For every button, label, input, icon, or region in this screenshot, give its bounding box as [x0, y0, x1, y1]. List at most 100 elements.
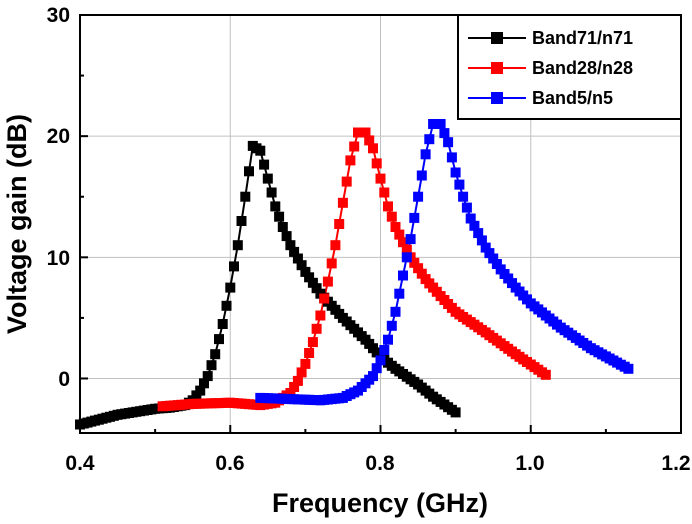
y-tick-label: 0 — [58, 368, 70, 391]
data-point-band5-n5 — [450, 167, 461, 178]
data-point-band28-n28 — [409, 257, 420, 268]
data-point-band28-n28 — [296, 367, 307, 378]
data-point-band28-n28 — [311, 323, 322, 334]
data-point-band71-n71 — [296, 260, 307, 271]
data-point-band71-n71 — [281, 231, 292, 242]
legend-label-band5: Band5/n5 — [532, 88, 613, 108]
data-point-band5-n5 — [405, 234, 416, 245]
data-point-band28-n28 — [401, 244, 412, 255]
data-point-band71-n71 — [221, 300, 232, 311]
data-point-band71-n71 — [225, 282, 236, 293]
data-point-band28-n28 — [398, 237, 408, 248]
data-point-band5-n5 — [424, 134, 435, 145]
data-point-band71-n71 — [266, 187, 277, 198]
data-point-band5-n5 — [435, 119, 446, 129]
data-point-band5-n5 — [461, 202, 472, 213]
data-point-band5-n5 — [394, 288, 405, 299]
data-point-band28-n28 — [304, 348, 315, 358]
data-point-band5-n5 — [379, 345, 390, 355]
data-point-band28-n28 — [416, 268, 427, 279]
data-point-band71-n71 — [277, 222, 288, 232]
data-point-band28-n28 — [307, 337, 318, 348]
data-point-band5-n5 — [409, 212, 420, 223]
data-point-band5-n5 — [375, 355, 386, 366]
legend-label-band71: Band71/n71 — [532, 28, 633, 48]
data-point-band28-n28 — [300, 358, 311, 369]
data-point-band28-n28 — [368, 143, 378, 154]
legend-marker-band71 — [491, 32, 503, 44]
data-point-band5-n5 — [443, 137, 454, 148]
data-point-band28-n28 — [360, 127, 371, 138]
data-point-band5-n5 — [439, 128, 450, 139]
data-point-band71-n71 — [274, 211, 285, 222]
data-point-band28-n28 — [337, 197, 348, 208]
data-point-band71-n71 — [210, 349, 221, 360]
data-point-band5-n5 — [491, 259, 502, 269]
data-point-band71-n71 — [292, 253, 303, 264]
series-markers — [75, 119, 634, 430]
x-axis-title: Frequency (GHz) — [272, 488, 488, 518]
data-point-band28-n28 — [540, 369, 551, 380]
data-point-band71-n71 — [206, 360, 217, 371]
data-point-band5-n5 — [371, 363, 382, 374]
data-point-band71-n71 — [229, 261, 239, 272]
data-point-band28-n28 — [292, 375, 303, 386]
x-tick-label: 0.8 — [365, 452, 395, 475]
data-point-band71-n71 — [311, 283, 322, 294]
data-point-band5-n5 — [420, 149, 431, 160]
data-point-band5-n5 — [446, 152, 457, 163]
data-point-band5-n5 — [458, 191, 469, 202]
data-point-band5-n5 — [469, 220, 480, 231]
x-tick-label: 1.0 — [515, 452, 544, 475]
data-point-band71-n71 — [450, 407, 461, 418]
data-point-band5-n5 — [386, 320, 397, 331]
data-point-band28-n28 — [319, 293, 330, 304]
axis-ticks — [79, 14, 682, 433]
data-point-band28-n28 — [285, 388, 296, 398]
legend-label-band28: Band28/n28 — [532, 58, 633, 78]
data-point-band5-n5 — [480, 242, 491, 253]
data-point-band28-n28 — [379, 187, 390, 198]
data-point-band71-n71 — [232, 240, 243, 251]
data-point-band71-n71 — [262, 173, 273, 184]
data-point-band28-n28 — [334, 219, 345, 229]
data-point-band71-n71 — [202, 371, 213, 382]
x-tick-label: 0.6 — [215, 452, 244, 475]
data-point-band5-n5 — [398, 270, 408, 281]
series-line-band28-n28 — [162, 131, 547, 408]
y-tick-label: 10 — [47, 247, 70, 270]
legend-marker-band5 — [491, 92, 503, 104]
data-point-band28-n28 — [371, 158, 382, 169]
y-tick-label: 20 — [47, 125, 70, 148]
x-tick-label: 0.4 — [65, 452, 95, 475]
data-point-band5-n5 — [416, 170, 427, 181]
data-point-band5-n5 — [454, 179, 465, 190]
data-point-band28-n28 — [315, 310, 326, 321]
data-point-band5-n5 — [368, 371, 378, 382]
data-point-band71-n71 — [195, 385, 206, 396]
data-point-band28-n28 — [413, 263, 424, 274]
data-point-band28-n28 — [289, 382, 300, 392]
legend-marker-band28 — [491, 62, 503, 74]
data-point-band28-n28 — [394, 229, 405, 240]
data-point-band5-n5 — [465, 213, 476, 224]
data-point-band5-n5 — [390, 306, 401, 317]
data-point-band71-n71 — [270, 201, 281, 212]
data-point-band28-n28 — [326, 258, 337, 269]
data-point-band28-n28 — [390, 222, 401, 232]
data-point-band71-n71 — [304, 272, 315, 283]
data-point-band5-n5 — [488, 253, 499, 264]
data-point-band28-n28 — [375, 173, 386, 184]
series-line-band5-n5 — [260, 123, 629, 402]
data-point-band5-n5 — [401, 252, 412, 263]
data-point-band28-n28 — [349, 141, 360, 152]
data-point-band5-n5 — [623, 363, 634, 374]
data-point-band5-n5 — [476, 235, 487, 246]
data-point-band28-n28 — [330, 240, 341, 251]
data-point-band5-n5 — [413, 191, 424, 202]
data-point-band71-n71 — [199, 378, 209, 389]
data-point-band5-n5 — [383, 334, 393, 345]
data-point-band71-n71 — [285, 240, 296, 251]
y-tick-label: 30 — [47, 4, 70, 27]
